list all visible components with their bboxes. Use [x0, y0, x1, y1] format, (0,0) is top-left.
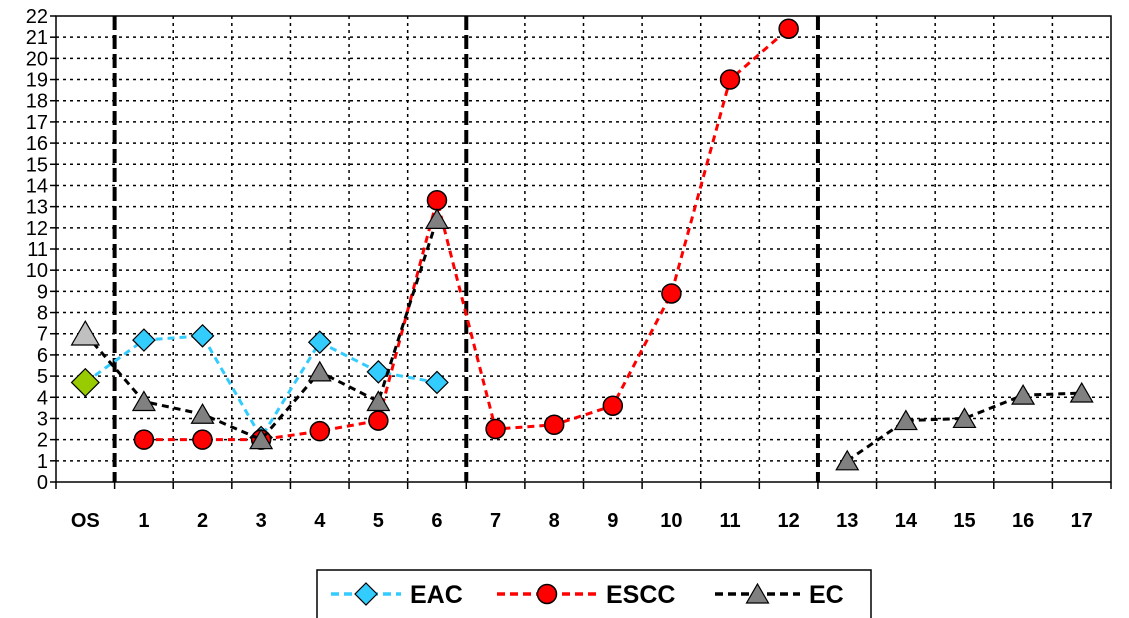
x-tick-label: 5: [373, 510, 384, 532]
data-point: [249, 428, 274, 450]
y-tick-label: 15: [26, 154, 48, 176]
x-tick-labels: OS 1 2 3 4 5 6 7 8 9 10 11 12 13 14 15 16 17: [71, 510, 1093, 532]
legend-marker: [536, 583, 558, 605]
data-point: [190, 403, 215, 424]
y-tick-label: 16: [26, 133, 48, 155]
data-point: [307, 330, 332, 355]
series-eac: [70, 323, 449, 450]
data-point: [1069, 381, 1094, 403]
axes: [50, 15, 1112, 489]
x-tick-label: 1: [138, 510, 149, 532]
data-point: [70, 367, 100, 398]
data-point: [485, 418, 506, 440]
y-tick-label: 21: [26, 27, 48, 49]
y-tick-label: 14: [26, 175, 48, 197]
y-tick-label: 6: [37, 345, 48, 367]
x-tick-label: 17: [1071, 510, 1093, 532]
x-tick-label: 14: [895, 510, 918, 532]
y-tick-label: 2: [37, 430, 48, 452]
data-point: [132, 328, 156, 352]
x-tick-label: OS: [71, 510, 100, 532]
y-tick-label: 1: [37, 451, 48, 473]
x-tick-label: 2: [197, 510, 208, 532]
y-tick-label: 17: [26, 112, 48, 134]
data-point: [70, 320, 101, 346]
series-line: [143, 27, 790, 442]
y-tick-label: 22: [26, 6, 48, 28]
x-tick-label: 11: [719, 510, 740, 532]
y-tick-label: 9: [37, 281, 48, 303]
data-point: [543, 414, 565, 436]
data-point: [952, 407, 977, 429]
y-tick-label: 0: [37, 472, 48, 494]
data-point: [307, 360, 332, 382]
legend-label: ESCC: [606, 581, 675, 609]
x-tick-label: 4: [314, 510, 326, 532]
data-point: [661, 283, 682, 304]
y-tick-label: 7: [37, 324, 48, 346]
y-tick-label: 4: [37, 387, 48, 409]
x-tick-label: 13: [836, 510, 858, 532]
series: [70, 18, 1094, 471]
y-tick-label: 11: [27, 239, 48, 261]
data-point: [366, 390, 391, 412]
x-tick-label: 3: [256, 510, 267, 532]
y-tick-label: 8: [37, 303, 48, 325]
x-tick-label: 8: [549, 510, 560, 532]
series-escc: [133, 18, 799, 450]
data-point: [424, 208, 450, 229]
data-point: [133, 429, 155, 450]
y-tick-label: 3: [37, 408, 48, 430]
legend-item-escc: ESCC: [497, 581, 675, 609]
gridlines: [56, 16, 1111, 482]
legend-label: EAC: [410, 581, 463, 609]
y-tick-label: 19: [26, 70, 48, 92]
legend-label: EC: [809, 581, 844, 609]
data-point: [190, 323, 215, 348]
data-point: [1011, 383, 1036, 405]
x-tick-label: 10: [660, 510, 682, 532]
data-point: [778, 18, 799, 39]
y-tick-label: 13: [26, 197, 48, 219]
data-point: [192, 429, 213, 450]
x-tick-label: 6: [431, 510, 442, 532]
data-point: [426, 190, 448, 211]
x-tick-label: 15: [953, 510, 975, 532]
x-tick-label: 16: [1012, 510, 1034, 532]
data-point: [425, 370, 449, 395]
data-point: [719, 69, 741, 90]
legend-marker: [354, 582, 378, 606]
x-tick-label: 9: [607, 510, 618, 532]
x-tick-label: 12: [778, 510, 800, 532]
y-tick-label: 18: [26, 91, 48, 113]
group-separators: [112, 16, 820, 482]
legend-marker: [745, 582, 770, 604]
y-tick-label: 10: [26, 260, 48, 282]
data-point: [131, 390, 156, 412]
data-point: [366, 360, 391, 384]
data-point: [309, 420, 330, 442]
series-ec: [70, 208, 1094, 471]
data-point: [893, 409, 918, 431]
y-tick-label: 12: [26, 218, 48, 240]
data-point: [602, 395, 624, 416]
y-tick-label: 5: [37, 366, 48, 388]
legend-item-eac: EAC: [331, 581, 463, 609]
x-tick-label: 7: [490, 510, 501, 532]
y-tick-label: 20: [26, 48, 48, 70]
legend-item-ec: EC: [715, 581, 844, 609]
data-point: [835, 449, 860, 471]
legend: EAC ESCC EC: [316, 569, 872, 618]
data-point: [368, 410, 389, 431]
